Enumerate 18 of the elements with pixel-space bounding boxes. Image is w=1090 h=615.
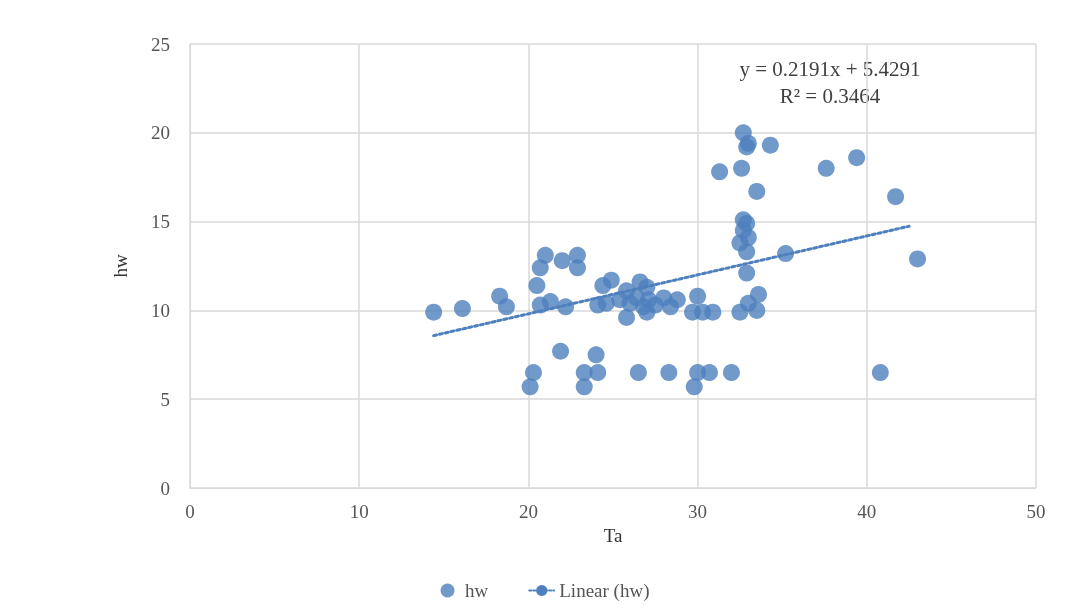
y-tick-label: 0	[160, 477, 170, 499]
y-axis-title: hw	[110, 254, 131, 278]
legend-label: hw	[465, 580, 489, 601]
y-tick-label: 25	[151, 33, 170, 55]
y-tick-label: 10	[151, 299, 170, 321]
x-axis-title: Ta	[603, 524, 623, 546]
x-tick-label: 0	[185, 501, 195, 522]
x-tick-label: 50	[1026, 501, 1046, 522]
x-tick-label: 40	[857, 501, 877, 522]
annotation: R² = 0.3464	[779, 83, 881, 108]
x-tick-label: 30	[688, 501, 708, 522]
legend-label: Linear (hw)	[559, 580, 650, 602]
y-tick-label: 15	[151, 211, 170, 233]
x-tick-label: 20	[518, 501, 538, 522]
y-tick-label: 20	[151, 122, 170, 144]
y-tick-label: 5	[160, 388, 170, 410]
x-tick-label: 10	[349, 501, 369, 522]
annotation: y = 0.2191x + 5.4291	[739, 56, 921, 81]
